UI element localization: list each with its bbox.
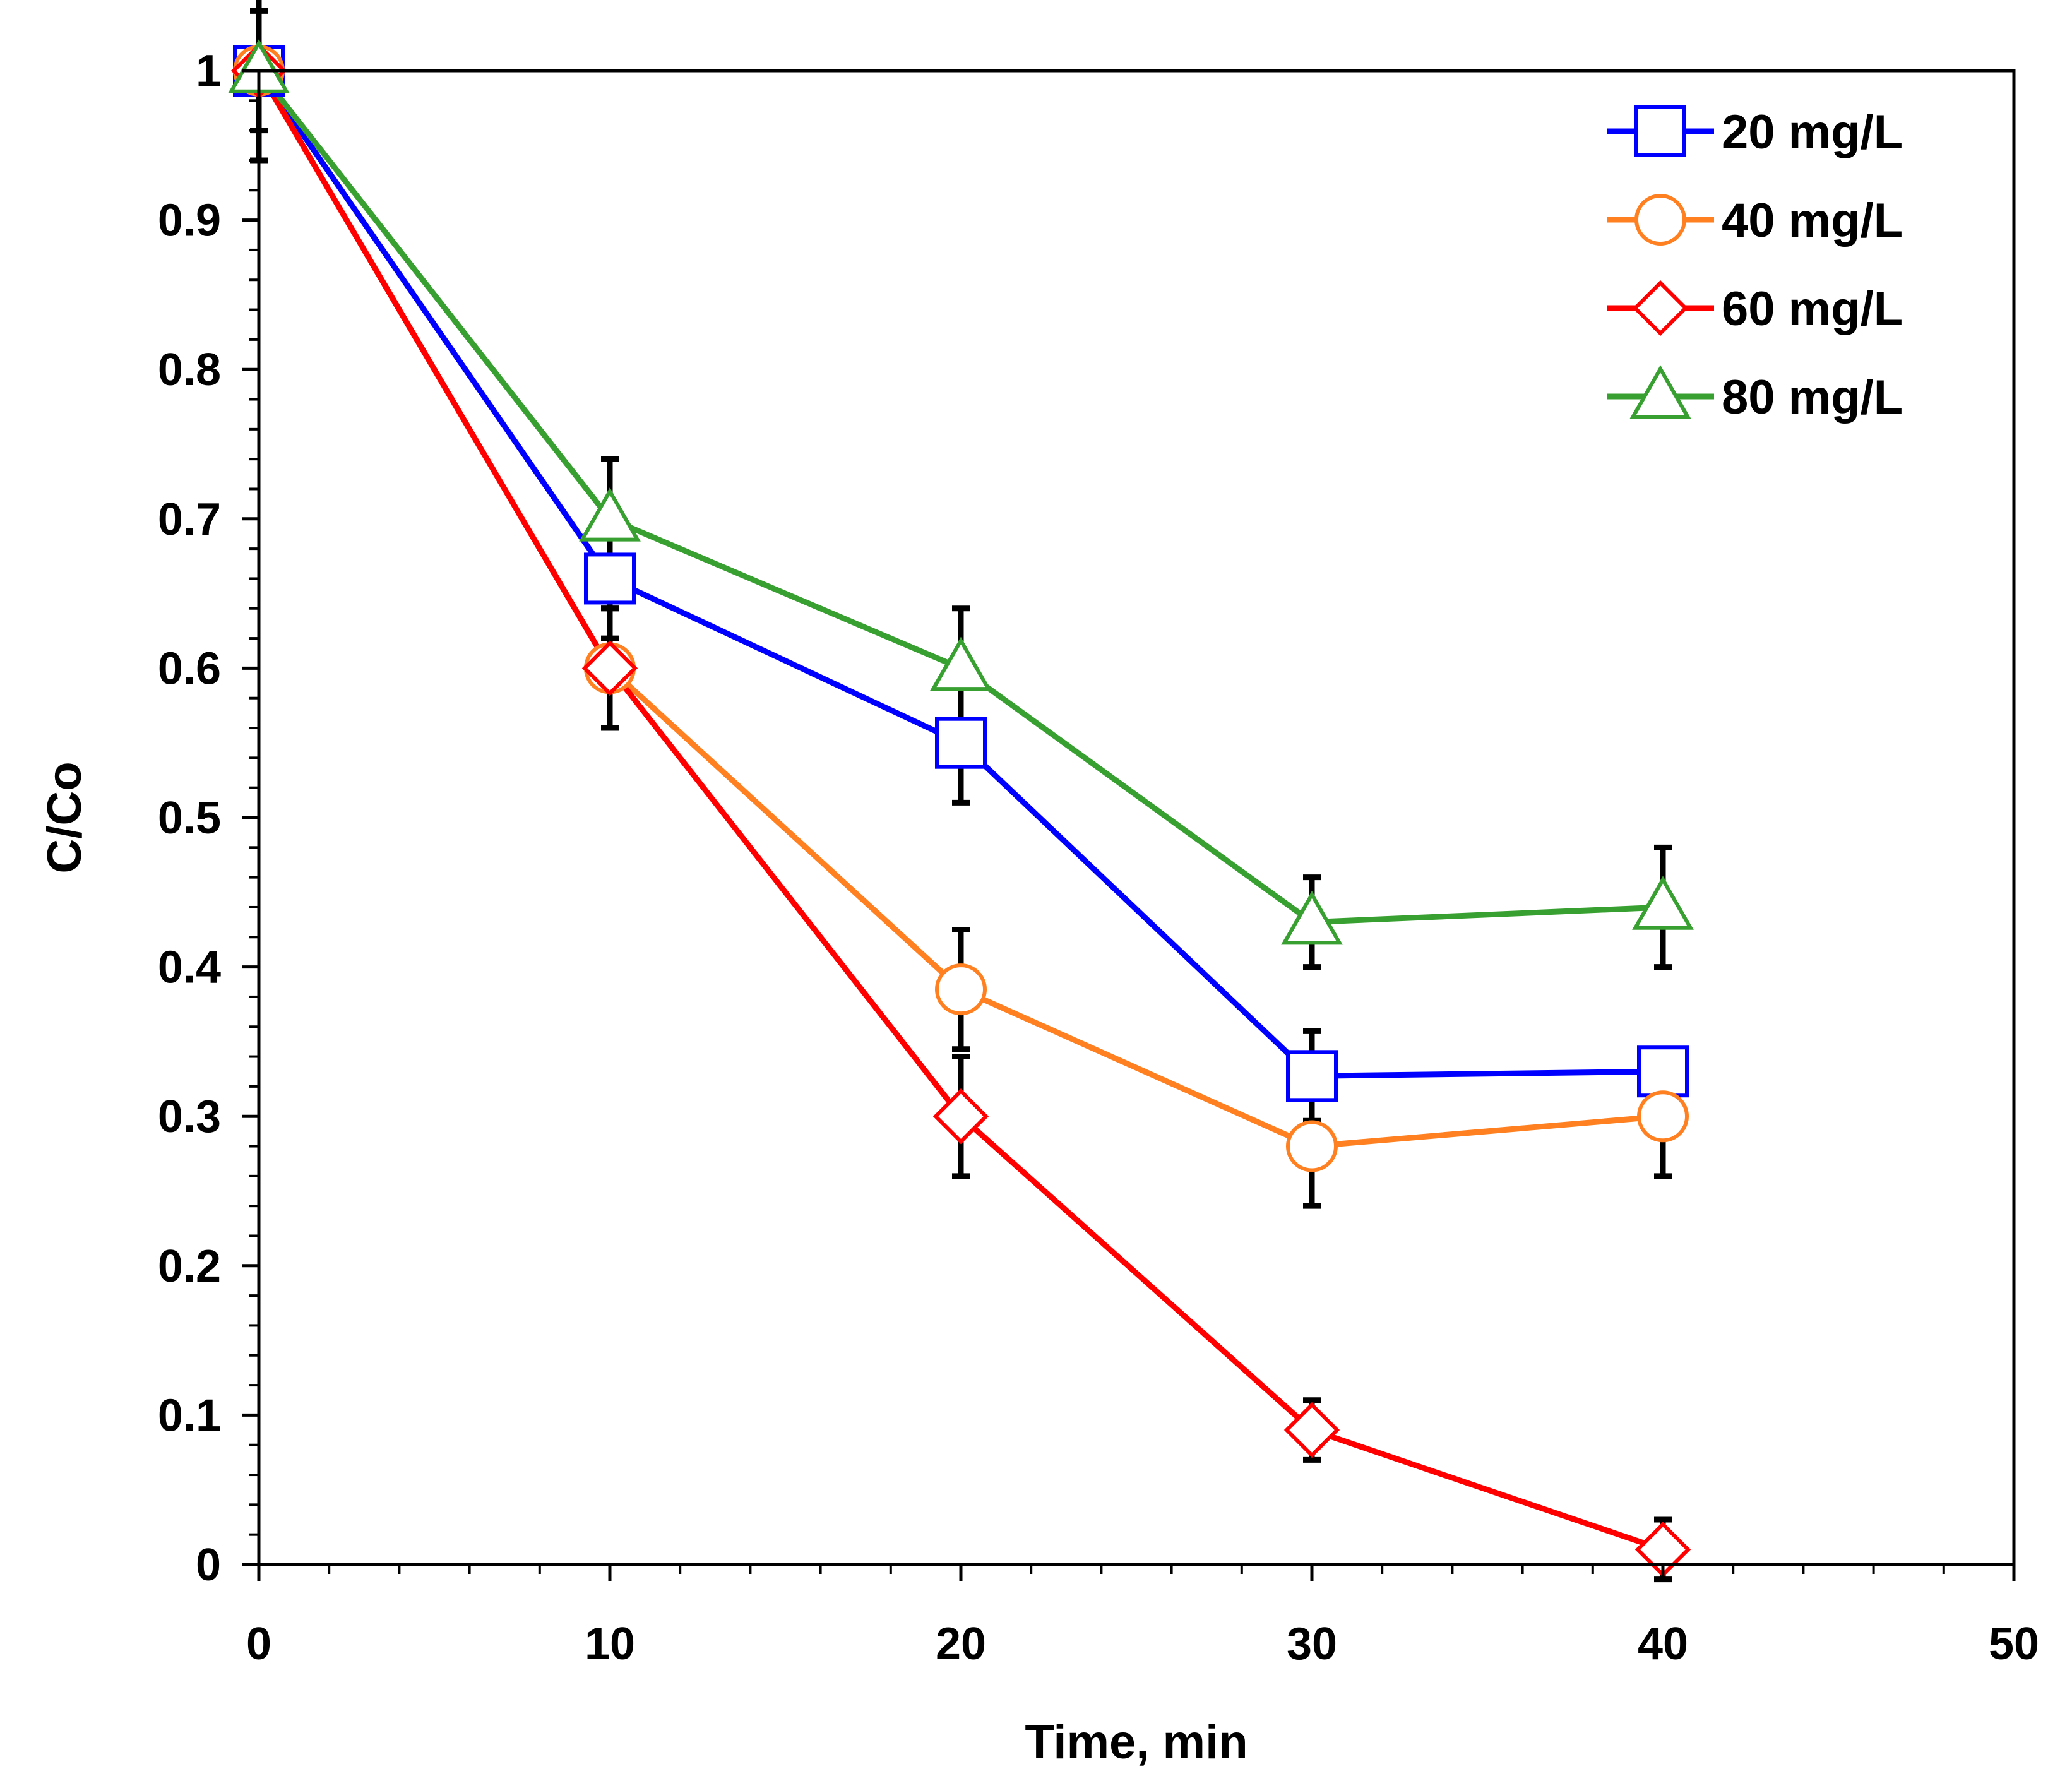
axes-layer: 00.10.20.30.40.50.60.70.80.910 10 20 30 40 50 <box>158 46 2039 1669</box>
data-point-circle <box>935 963 987 1016</box>
data-point-triangle <box>930 636 992 691</box>
y-tick-label: 0.7 <box>158 494 221 545</box>
data-point-diamond <box>1283 1402 1340 1458</box>
data-point-diamond <box>581 640 638 696</box>
data-point-triangle <box>579 487 641 542</box>
y-tick-label: 1 <box>196 46 221 97</box>
x-tick-label: 40 <box>1638 1619 1688 1669</box>
legend-marker-circle <box>1634 194 1686 246</box>
data-point-square <box>1286 1050 1338 1102</box>
data-point-square <box>935 717 987 769</box>
legend-label: 20 mg/L <box>1722 105 1903 159</box>
legend-marker-triangle <box>1629 365 1691 419</box>
legend-marker-diamond <box>1632 280 1689 337</box>
x-tick-label: 10 <box>585 1619 635 1669</box>
data-point-square <box>584 552 636 605</box>
legend-entry: 60 mg/L <box>1607 280 1903 337</box>
data-point-diamond <box>932 1088 989 1145</box>
y-tick-label: 0.3 <box>158 1092 221 1142</box>
legend-marker-square <box>1634 105 1686 157</box>
y-tick-label: 0.9 <box>158 196 221 246</box>
y-tick-label: 0.4 <box>158 943 221 993</box>
y-tick-label: 0 <box>196 1540 221 1590</box>
data-point-triangle <box>1281 890 1343 945</box>
data-point-circle <box>1286 1120 1338 1172</box>
legend: 20 mg/L 40 mg/L 60 mg/L 80 mg/L <box>1607 105 1903 424</box>
data-point-circle <box>1637 1090 1689 1143</box>
legend-label: 40 mg/L <box>1722 194 1903 247</box>
y-tick-label: 0.1 <box>158 1390 221 1441</box>
legend-entry: 80 mg/L <box>1607 365 1903 424</box>
x-tick-label: 50 <box>1989 1619 2039 1669</box>
x-tick-label: 30 <box>1287 1619 1337 1669</box>
y-tick-label: 0.8 <box>158 345 221 395</box>
legend-entry: 20 mg/L <box>1607 105 1903 159</box>
legend-label: 80 mg/L <box>1722 371 1903 424</box>
y-tick-label: 0.2 <box>158 1241 221 1292</box>
legend-entry: 40 mg/L <box>1607 194 1903 247</box>
y-tick-label: 0.5 <box>158 793 221 843</box>
data-point-square <box>1637 1045 1689 1098</box>
x-tick-label: 0 <box>246 1619 271 1669</box>
legend-label: 60 mg/L <box>1722 282 1903 336</box>
y-axis-title: C/Co <box>38 761 92 873</box>
x-axis-title: Time, min <box>1025 1715 1247 1769</box>
y-tick-label: 0.6 <box>158 643 221 694</box>
x-tick-label: 20 <box>936 1619 986 1669</box>
data-point-triangle <box>1632 876 1694 930</box>
